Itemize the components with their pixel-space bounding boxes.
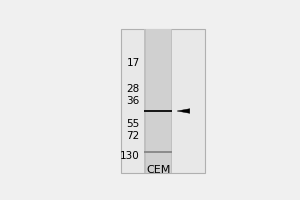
Text: 17: 17 <box>127 58 140 68</box>
Text: 130: 130 <box>120 151 140 161</box>
Bar <box>145 110 172 112</box>
Bar <box>171 29 172 173</box>
Bar <box>145 29 172 173</box>
Bar <box>121 29 205 173</box>
Text: 72: 72 <box>127 131 140 141</box>
Text: 36: 36 <box>127 96 140 106</box>
Bar <box>145 29 146 173</box>
Bar <box>145 151 172 153</box>
Text: CEM: CEM <box>146 165 171 175</box>
Text: 55: 55 <box>127 119 140 129</box>
Polygon shape <box>177 109 190 113</box>
Text: 28: 28 <box>127 84 140 94</box>
